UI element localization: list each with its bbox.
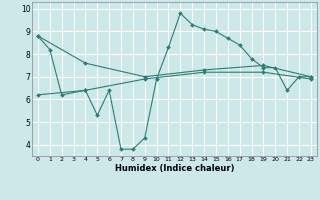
X-axis label: Humidex (Indice chaleur): Humidex (Indice chaleur) (115, 164, 234, 173)
